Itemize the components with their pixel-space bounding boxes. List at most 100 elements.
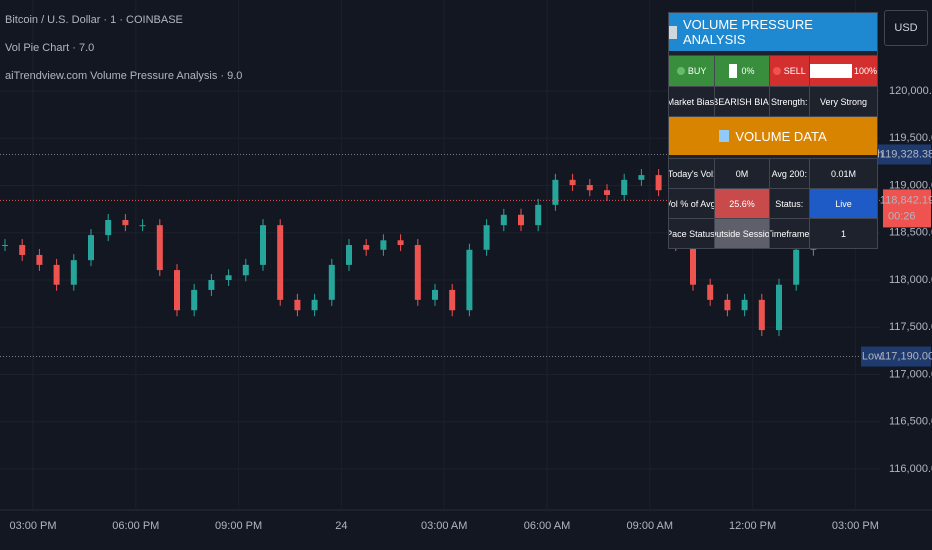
candle — [36, 254, 43, 265]
cell: Vol % of Avg: — [669, 198, 715, 209]
candle — [552, 179, 559, 205]
low-tag — [861, 346, 883, 367]
candle — [707, 284, 714, 300]
candle — [225, 275, 232, 280]
candle — [311, 299, 318, 311]
candle — [776, 284, 782, 331]
cell: Outside Session — [714, 219, 769, 248]
buy-pct: 0% — [741, 66, 755, 76]
currency-button[interactable]: USD — [884, 10, 928, 46]
sell-cell: SELL — [768, 56, 809, 86]
cell: 0.01M — [808, 159, 877, 188]
candle — [793, 249, 800, 285]
candle — [655, 175, 662, 191]
candle — [260, 225, 266, 265]
cell: Avg 200: — [768, 159, 809, 188]
candle — [518, 214, 524, 226]
x-tick-label: 24 — [335, 520, 347, 532]
legend-symbol[interactable]: Bitcoin / U.S. Dollar · 1 · COINBASE — [5, 14, 183, 26]
buy-cell: BUY — [669, 56, 715, 86]
candle — [139, 225, 146, 227]
candle — [500, 214, 507, 226]
section-text: VOLUME DATA — [735, 128, 827, 144]
candle — [328, 264, 335, 300]
candle — [191, 289, 198, 311]
price-axis — [880, 0, 932, 550]
low-price: 117,190.00 — [880, 350, 932, 362]
x-tick-label: 03:00 AM — [421, 520, 467, 532]
cell: 0M — [714, 159, 768, 188]
y-tick-label: 116,500.00 — [889, 416, 932, 428]
candle — [621, 179, 628, 195]
x-tick-label: 09:00 PM — [215, 520, 262, 532]
candle — [758, 299, 765, 331]
y-tick-label: 117,000.00 — [889, 368, 932, 380]
candle — [363, 245, 370, 250]
candle — [346, 245, 352, 265]
x-tick-label: 03:00 PM — [9, 520, 56, 532]
low-name: Low — [862, 350, 882, 362]
candle — [380, 240, 387, 250]
candle — [535, 204, 542, 226]
x-tick-label: 12:00 PM — [729, 520, 776, 532]
candle — [466, 249, 473, 311]
candle — [604, 190, 610, 195]
y-tick-label: 119,500.00 — [889, 132, 932, 144]
legend-indicator[interactable]: Vol Pie Chart · 7.0 — [5, 42, 95, 54]
candle — [156, 225, 163, 271]
sell-pct-cell: 100% — [808, 56, 877, 86]
title-text: VOLUME PRESSURE ANALYSIS — [682, 17, 813, 47]
x-tick-label: 06:00 AM — [524, 520, 570, 532]
high-price-tag — [883, 144, 931, 165]
buy-pct-cell: 0% — [714, 56, 769, 86]
candle — [208, 279, 215, 290]
cell: Strength: — [768, 87, 809, 116]
section-title: VOLUME DATA — [669, 116, 877, 155]
candle — [70, 260, 77, 285]
cell: Pace Status: — [669, 228, 715, 239]
candle — [2, 245, 8, 247]
candle — [397, 240, 404, 246]
cell: 25.6% — [714, 189, 769, 218]
cell: Very Strong — [808, 87, 877, 116]
x-tick-label: 03:00 PM — [832, 520, 879, 532]
cell: Live — [808, 189, 877, 218]
candle — [53, 264, 60, 285]
cell: Today's Vol: — [669, 168, 715, 179]
y-tick-label: 116,000.00 — [889, 463, 932, 475]
candle — [277, 225, 284, 300]
candle — [88, 235, 94, 261]
low-price-tag — [883, 346, 931, 367]
sell-label: SELL — [783, 66, 806, 76]
candle — [105, 219, 112, 236]
candle — [242, 264, 249, 276]
x-tick-label: 06:00 PM — [112, 520, 159, 532]
candle — [569, 179, 576, 186]
candle — [690, 245, 696, 285]
y-tick-label: 120,000.00 — [889, 85, 932, 97]
cell: Timeframe: — [768, 219, 809, 248]
buy-label: BUY — [687, 66, 707, 76]
candle — [638, 175, 645, 180]
candle — [724, 299, 731, 311]
candle — [483, 225, 490, 250]
candle — [741, 299, 748, 311]
countdown: 00:26 — [888, 210, 916, 222]
y-tick-label: 117,500.00 — [889, 321, 932, 333]
y-tick-label: 118,000.00 — [889, 274, 932, 286]
volume-table: VOLUME PRESSURE ANALYSIS BUY 0% SELL 100… — [668, 12, 878, 249]
cell: 1 — [808, 219, 877, 248]
x-tick-label: 09:00 AM — [627, 520, 673, 532]
candle — [174, 270, 180, 311]
candle — [449, 289, 456, 311]
candle — [122, 219, 129, 226]
last-price: 118,842.19 — [880, 194, 932, 206]
high-price: 119,328.38 — [880, 148, 932, 160]
candle — [432, 289, 438, 300]
candle — [414, 245, 421, 300]
cell: Status: — [768, 189, 809, 218]
legend-indicator[interactable]: aiTrendview.com Volume Pressure Analysis… — [5, 70, 243, 82]
